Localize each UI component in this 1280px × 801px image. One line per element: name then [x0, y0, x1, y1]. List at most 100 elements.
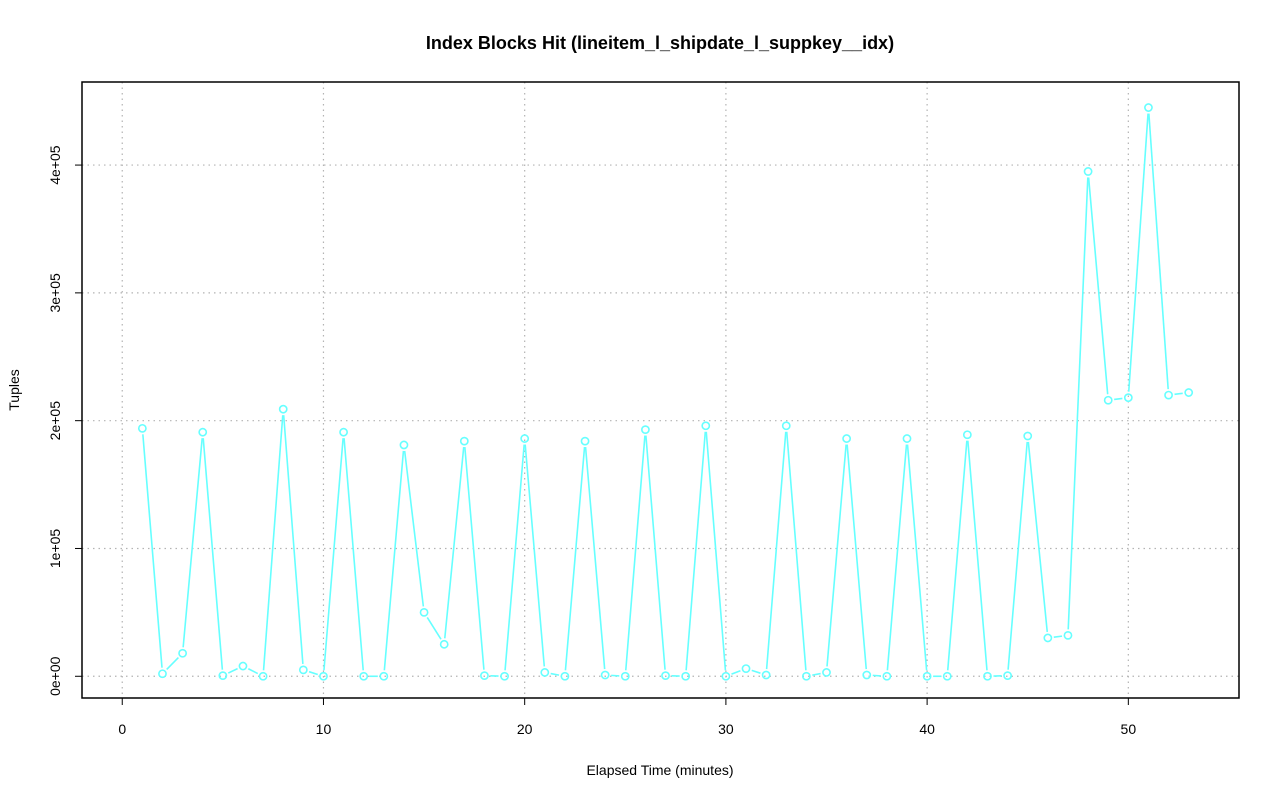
data-point	[962, 430, 972, 440]
data-point	[942, 671, 952, 681]
series-segment	[1148, 113, 1169, 390]
series-segment	[812, 672, 821, 676]
series-segment	[1053, 635, 1063, 638]
series-segment	[611, 674, 620, 677]
data-point	[842, 434, 852, 443]
series-segment	[1067, 177, 1089, 630]
data-point	[419, 607, 429, 617]
series-segment	[1127, 113, 1149, 392]
series-segment	[182, 438, 203, 648]
data-point	[198, 427, 208, 437]
axes: 0 10 20 30 40 50 0e+00 1e+05 2e+05 3e+05 4e+05	[47, 145, 1136, 737]
series-segment	[1007, 441, 1029, 670]
data-point	[761, 670, 771, 680]
x-tick-label: 30	[718, 721, 734, 737]
chart-title: Index Blocks Hit (lineitem_l_shipdate_l_…	[426, 33, 894, 53]
series-segment	[967, 440, 988, 671]
series-segment	[524, 444, 546, 667]
series-segment	[142, 434, 163, 668]
data-point	[319, 671, 328, 681]
series-segment	[685, 431, 707, 671]
series-segment	[765, 431, 787, 670]
series-segment	[247, 668, 259, 675]
data-point	[238, 661, 248, 671]
data-point	[1063, 630, 1073, 640]
data-point	[600, 670, 610, 680]
y-tick-label: 1e+05	[47, 529, 63, 569]
series-segment	[584, 447, 606, 670]
data-point	[1184, 388, 1194, 397]
series-segment	[227, 667, 238, 674]
series-segment	[550, 672, 560, 676]
series-segment	[886, 444, 908, 671]
series-segment	[731, 669, 741, 675]
data-point	[922, 671, 932, 681]
data-point	[459, 436, 469, 446]
series-segment	[1114, 397, 1123, 401]
data-point	[520, 434, 530, 443]
x-tick-label: 40	[919, 721, 935, 737]
data-point	[1123, 393, 1133, 403]
x-axis-label: Elapsed Time (minutes)	[586, 762, 733, 778]
data-point	[1083, 167, 1093, 176]
series-segment	[1174, 392, 1183, 396]
data-point	[379, 671, 389, 681]
series-segment	[282, 415, 304, 664]
data-point	[218, 671, 228, 681]
data-point	[741, 664, 751, 674]
series-segment	[872, 674, 881, 677]
data-point	[258, 671, 268, 681]
series-segment	[645, 435, 666, 670]
series-segment	[826, 444, 847, 667]
data-point	[721, 671, 731, 681]
x-tick-label: 50	[1121, 721, 1137, 737]
series-segment	[343, 438, 365, 671]
y-tick-label: 0e+00	[47, 656, 63, 696]
series-segment	[262, 415, 284, 671]
data-point	[661, 671, 670, 681]
data-point	[1144, 103, 1153, 112]
series-segment	[504, 444, 525, 671]
series-segment	[1087, 177, 1109, 395]
data-point	[701, 421, 711, 431]
series-segment	[308, 670, 318, 676]
grid	[82, 82, 1239, 698]
data-point	[902, 434, 912, 443]
data-point	[882, 671, 892, 681]
y-tick-label: 2e+05	[47, 401, 63, 441]
data-point	[620, 671, 630, 681]
data-point	[560, 671, 570, 681]
data-point	[359, 671, 369, 681]
series-segment	[751, 669, 761, 674]
series-segment	[403, 450, 425, 607]
series-segment	[464, 447, 485, 670]
data-point	[178, 648, 188, 658]
data-point	[158, 669, 167, 679]
data-point	[399, 440, 409, 450]
data-point	[439, 639, 449, 649]
data-point	[137, 423, 147, 433]
y-axis-label: Tuples	[6, 369, 22, 411]
series-segment	[564, 447, 586, 671]
y-tick-label: 4e+05	[47, 145, 63, 185]
series-segment	[383, 450, 405, 671]
series-segment	[443, 447, 465, 639]
data-point	[1043, 633, 1053, 643]
x-tick-label: 0	[118, 721, 126, 737]
series-segment	[946, 440, 968, 671]
series-segment	[846, 444, 868, 670]
data-point	[480, 671, 489, 681]
data-point	[339, 427, 348, 437]
x-tick-label: 20	[517, 721, 533, 737]
data-point	[983, 671, 992, 681]
data-point	[1103, 395, 1113, 405]
series-layer	[137, 103, 1194, 681]
series-segment	[426, 617, 442, 640]
data-point	[1164, 390, 1173, 400]
series-segment	[906, 444, 928, 671]
data-point	[298, 665, 308, 675]
data-point	[862, 670, 872, 680]
series-segment	[202, 438, 224, 670]
data-point	[822, 668, 831, 677]
